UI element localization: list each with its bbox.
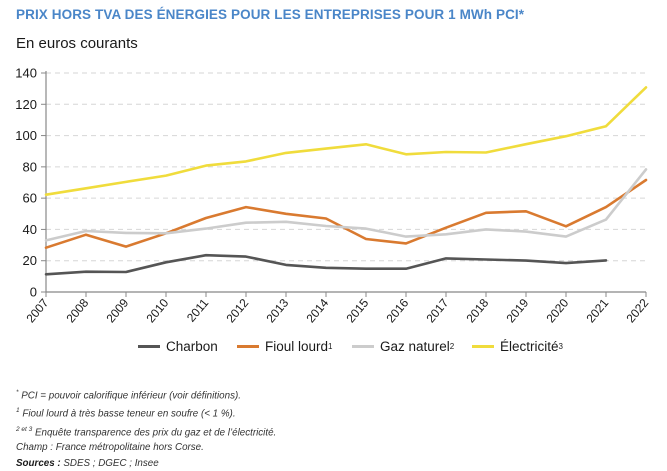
legend-swatch-fioul-lourd xyxy=(237,345,259,348)
series-lines xyxy=(46,87,646,274)
footnote-pci: * PCI = pouvoir calorifique inférieur (v… xyxy=(16,385,276,403)
legend-swatch-electricite xyxy=(472,345,494,348)
y-tick-label: 100 xyxy=(15,128,37,143)
y-tick-label: 120 xyxy=(15,97,37,112)
footnotes: * PCI = pouvoir calorifique inférieur (v… xyxy=(16,385,276,471)
series-line-fioul-lourd xyxy=(46,180,646,248)
legend-label: Fioul lourd xyxy=(265,339,328,354)
footnote-fioul: 1 Fioul lourd à très basse teneur en sou… xyxy=(16,403,276,421)
x-tick-label: 2015 xyxy=(343,296,371,326)
legend-label: Charbon xyxy=(166,339,218,354)
line-chart: 0 20 40 60 80 100 120 140 2007 2008 2009 2010 2011 20… xyxy=(0,0,667,340)
legend-label: Gaz naturel xyxy=(380,339,450,354)
legend-swatch-gaz-naturel xyxy=(352,345,374,348)
y-tick-label: 0 xyxy=(30,285,37,300)
x-tick-label: 2021 xyxy=(583,296,611,326)
x-tick-label: 2018 xyxy=(463,296,491,326)
x-tick-label: 2010 xyxy=(143,296,171,326)
x-tick-label: 2019 xyxy=(503,296,531,326)
x-tick-label: 2011 xyxy=(184,296,212,325)
legend-label: Électricité xyxy=(500,339,559,354)
y-tick-label: 40 xyxy=(23,222,37,237)
footnote-enquete: 2 et 3 Enquête transparence des prix du … xyxy=(16,422,276,440)
series-line-electricite xyxy=(46,87,646,194)
footnote-sources: Sources : SDES ; DGEC ; Insee xyxy=(16,456,276,471)
x-tick-label: 2013 xyxy=(263,296,291,326)
y-tick-label: 140 xyxy=(15,66,37,81)
x-tick-label: 2008 xyxy=(63,296,91,326)
series-line-charbon xyxy=(46,255,606,274)
legend-item-charbon: Charbon xyxy=(138,339,218,354)
footnote-champ: Champ : France métropolitaine hors Corse… xyxy=(16,440,276,455)
x-tick-label: 2014 xyxy=(303,296,331,326)
y-tick-label: 20 xyxy=(23,253,37,268)
x-tick-label: 2022 xyxy=(623,296,651,326)
x-tick-label: 2017 xyxy=(423,296,451,326)
x-tick-label: 2016 xyxy=(383,296,411,326)
y-tick-label: 80 xyxy=(23,159,37,174)
x-tick-label: 2020 xyxy=(543,296,571,326)
x-tick-label: 2009 xyxy=(103,296,131,326)
x-tick-label: 2012 xyxy=(223,296,251,326)
legend-swatch-charbon xyxy=(138,345,160,348)
x-tick-label: 2007 xyxy=(23,296,51,326)
y-tick-label: 60 xyxy=(23,191,37,206)
